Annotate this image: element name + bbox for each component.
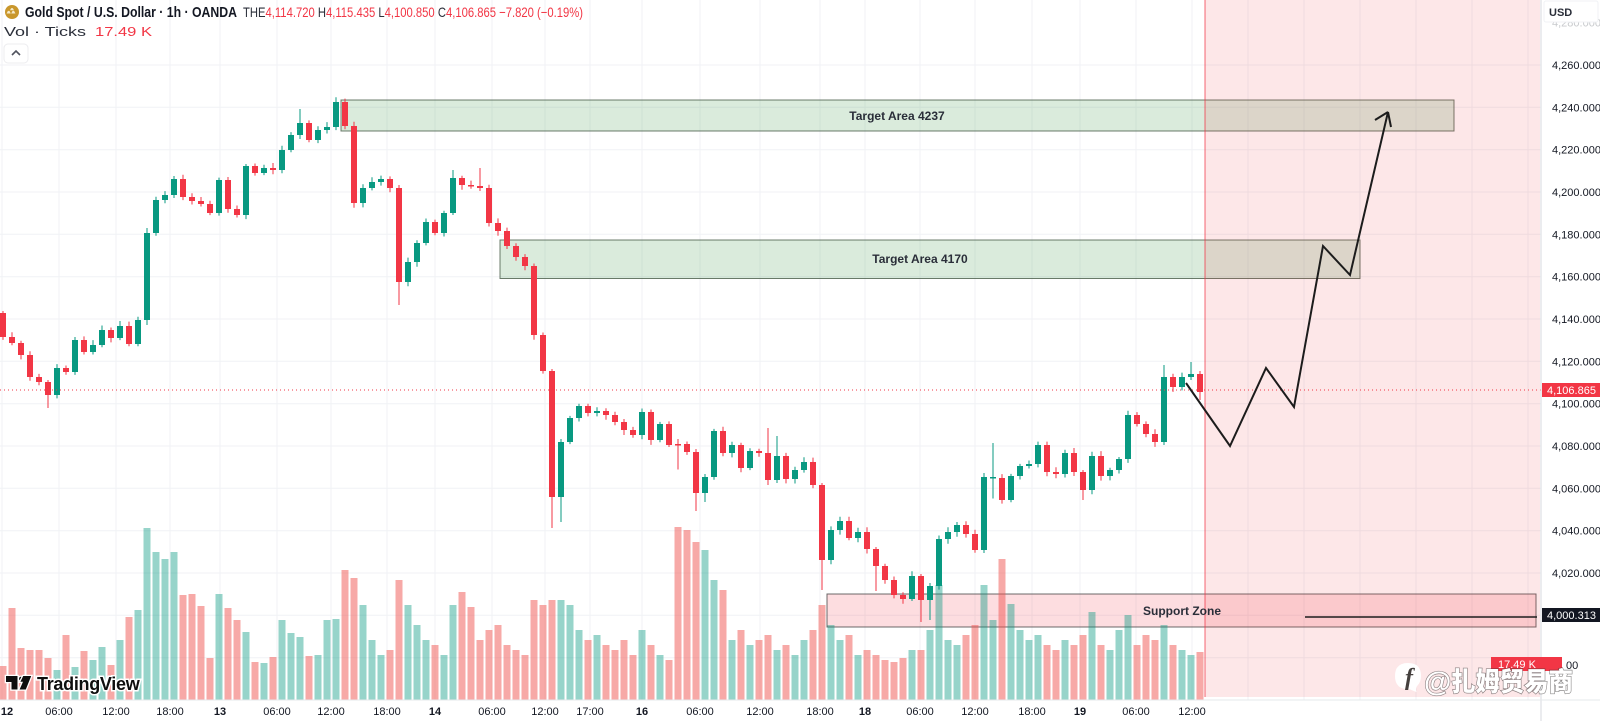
svg-text:4,100.000: 4,100.000 — [1552, 399, 1600, 411]
svg-text:4,060.000: 4,060.000 — [1552, 483, 1600, 495]
svg-text:4,200.000: 4,200.000 — [1552, 187, 1600, 199]
svg-text:USD: USD — [1549, 7, 1572, 19]
svg-text:16: 16 — [636, 706, 648, 718]
svg-text:Target Area 4237: Target Area 4237 — [849, 109, 945, 123]
svg-text:18:00: 18:00 — [806, 706, 834, 718]
svg-text:06:00: 06:00 — [906, 706, 934, 718]
svg-text:Target Area 4170: Target Area 4170 — [872, 252, 968, 266]
svg-text:17.49 K: 17.49 K — [95, 24, 152, 39]
svg-text:THE4,114.720 H4,115.435 L4,100: THE4,114.720 H4,115.435 L4,100.850 C4,10… — [243, 4, 583, 20]
svg-text:00: 00 — [1566, 660, 1578, 672]
svg-text:06:00: 06:00 — [478, 706, 506, 718]
svg-text:12:00: 12:00 — [102, 706, 130, 718]
svg-text:17:00: 17:00 — [576, 706, 604, 718]
svg-text:13: 13 — [214, 706, 226, 718]
svg-text:06:00: 06:00 — [686, 706, 714, 718]
svg-text:18:00: 18:00 — [1018, 706, 1046, 718]
svg-text:4,080.000: 4,080.000 — [1552, 441, 1600, 453]
svg-text:4,220.000: 4,220.000 — [1552, 145, 1600, 157]
svg-text:TradingView: TradingView — [37, 674, 141, 694]
svg-text:12:00: 12:00 — [531, 706, 559, 718]
svg-text:14: 14 — [429, 706, 442, 718]
svg-text:Support Zone: Support Zone — [1143, 604, 1221, 618]
svg-text:18: 18 — [859, 706, 871, 718]
svg-text:@: @ — [1424, 666, 1451, 697]
svg-text:4,040.000: 4,040.000 — [1552, 526, 1600, 538]
svg-text:06:00: 06:00 — [1122, 706, 1150, 718]
svg-text:4,240.000: 4,240.000 — [1552, 102, 1600, 114]
svg-text:12:00: 12:00 — [961, 706, 989, 718]
svg-text:06:00: 06:00 — [263, 706, 291, 718]
svg-text:06:00: 06:00 — [45, 706, 73, 718]
svg-text:18:00: 18:00 — [373, 706, 401, 718]
svg-text:Gold Spot / U.S. Dollar · 1h ·: Gold Spot / U.S. Dollar · 1h · OANDA — [25, 4, 237, 21]
svg-text:4,106.865: 4,106.865 — [1547, 385, 1596, 397]
svg-text:12: 12 — [1, 706, 13, 718]
svg-text:f: f — [1405, 665, 1415, 691]
svg-text:19: 19 — [1074, 706, 1086, 718]
svg-text:4,160.000: 4,160.000 — [1552, 272, 1600, 284]
svg-text:4,000.313: 4,000.313 — [1547, 610, 1596, 622]
svg-text:4,020.000: 4,020.000 — [1552, 568, 1600, 580]
svg-text:4,120.000: 4,120.000 — [1552, 356, 1600, 368]
svg-text:Vol · Ticks: Vol · Ticks — [4, 24, 87, 39]
svg-text:4,180.000: 4,180.000 — [1552, 229, 1600, 241]
svg-text:18:00: 18:00 — [156, 706, 184, 718]
svg-text:12:00: 12:00 — [1178, 706, 1206, 718]
svg-text:12:00: 12:00 — [317, 706, 345, 718]
svg-text:4,140.000: 4,140.000 — [1552, 314, 1600, 326]
svg-text:12:00: 12:00 — [746, 706, 774, 718]
svg-text:4,260.000: 4,260.000 — [1552, 60, 1600, 72]
